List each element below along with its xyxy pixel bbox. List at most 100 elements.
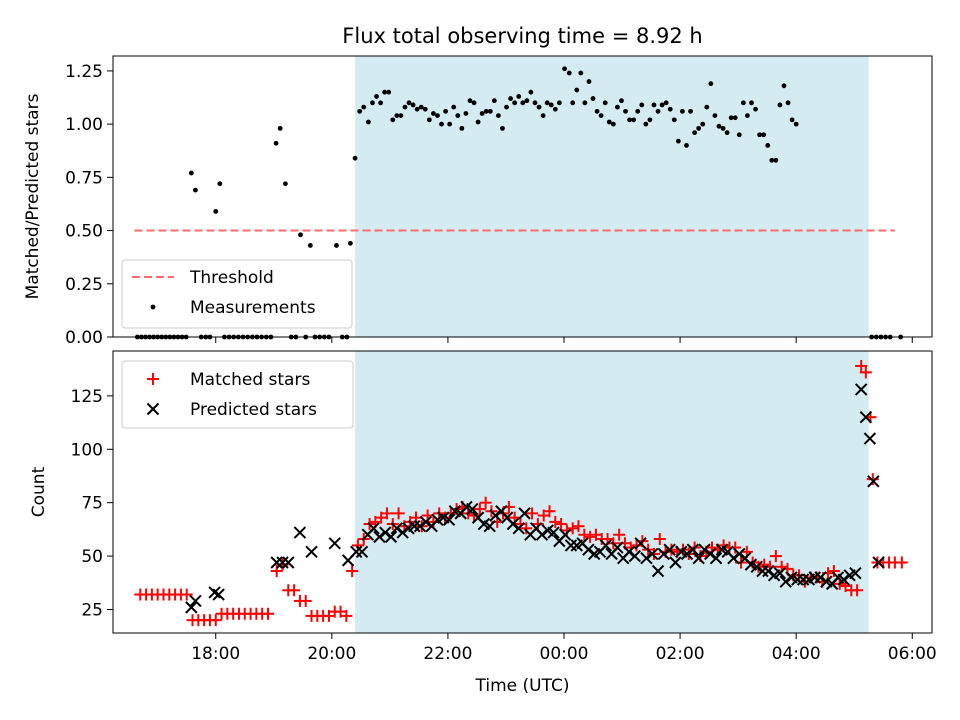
- predicted-point: [791, 573, 804, 586]
- predicted-point: [808, 571, 821, 584]
- measurement-point: [277, 125, 283, 131]
- measurement-point: [463, 111, 469, 116]
- legend-measurements-swatch: [150, 304, 156, 310]
- bottom-x-ticks: 18:00 20:00 22:00 00:00 02:00 04:00 06:00: [191, 633, 937, 664]
- x-tick-label: 02:00: [656, 644, 705, 664]
- measurement-point: [635, 108, 641, 114]
- measurement-point: [439, 121, 444, 127]
- predicted-point: [379, 526, 392, 539]
- measurement-point: [659, 102, 665, 108]
- predicted-point: [680, 547, 694, 561]
- predicted-point: [859, 411, 873, 424]
- predicted-point: [582, 543, 595, 556]
- matched-point: [613, 528, 626, 541]
- measurement-point: [663, 100, 669, 106]
- measurements-points: [134, 66, 904, 340]
- matched-point: [555, 518, 568, 531]
- measurement-point: [631, 117, 637, 123]
- matched-point: [531, 518, 544, 531]
- predicted-point: [837, 573, 850, 586]
- legend-measurements-label: Measurements: [190, 298, 316, 318]
- predicted-point: [867, 475, 880, 488]
- matched-point: [261, 607, 274, 620]
- measurement-point: [475, 119, 481, 125]
- predicted-point: [442, 513, 456, 526]
- measurement-point: [516, 94, 522, 99]
- observing-window-span: [355, 56, 869, 337]
- predicted-point: [628, 549, 642, 563]
- predicted-point: [489, 509, 502, 522]
- measurement-point: [374, 94, 379, 99]
- predicted-point: [779, 575, 792, 588]
- predicted-point: [634, 537, 647, 550]
- predicted-point: [547, 526, 560, 539]
- matched-point: [209, 614, 222, 627]
- matched-point: [584, 530, 597, 543]
- x-tick-label: 00:00: [540, 644, 589, 664]
- measurement-point: [406, 100, 412, 106]
- matched-point: [526, 507, 539, 520]
- measurement-point: [193, 187, 198, 193]
- top-panel: 0.00 0.25 0.50 0.75 1.00 1.25 Matched/Predict…: [23, 24, 933, 348]
- bottom-y-ticks: 25 50 75 100 125: [71, 387, 113, 621]
- measurement-point: [370, 100, 375, 106]
- predicted-point: [512, 522, 525, 535]
- y-tick-label: 25: [81, 601, 103, 621]
- measurement-point: [483, 108, 489, 114]
- measurement-point: [410, 102, 416, 108]
- y-tick-label: 0.25: [65, 275, 103, 295]
- y-tick-label: 75: [81, 494, 103, 514]
- predicted-point: [349, 545, 363, 559]
- measurement-point: [623, 108, 628, 114]
- top-legend-box: [121, 259, 353, 329]
- predicted-point: [640, 552, 653, 565]
- measurement-point: [602, 100, 608, 106]
- measurement-point: [749, 100, 754, 106]
- y-tick-label: 1.25: [65, 62, 103, 82]
- measurement-point: [217, 181, 223, 187]
- measurement-point: [724, 130, 730, 136]
- predicted-point: [704, 547, 717, 561]
- measurement-point: [651, 102, 657, 108]
- predicted-point: [709, 552, 723, 565]
- measurement-point: [536, 104, 542, 110]
- measurement-point: [688, 108, 693, 114]
- measurement-point: [357, 108, 363, 114]
- measurement-point: [394, 113, 400, 119]
- y-tick-label: 125: [71, 387, 103, 407]
- measurement-point: [378, 100, 383, 106]
- predicted-point: [390, 522, 404, 535]
- observing-window-span: [355, 351, 869, 633]
- measurement-point: [548, 102, 554, 108]
- matched-point: [427, 515, 440, 528]
- matched-point: [346, 565, 359, 578]
- predicted-point: [733, 547, 746, 561]
- measurement-point: [753, 106, 758, 112]
- measurement-point: [700, 121, 706, 127]
- predicted-point: [854, 383, 868, 396]
- measurement-point: [728, 115, 734, 121]
- x-tick-label: 06:00: [888, 644, 937, 664]
- matched-point: [299, 594, 312, 607]
- measurement-point: [570, 100, 576, 106]
- measurement-point: [578, 70, 584, 76]
- matched-point: [392, 507, 405, 520]
- predicted-point: [413, 519, 427, 533]
- matched-point: [288, 584, 301, 597]
- measurement-point: [704, 104, 710, 110]
- measurement-point: [777, 102, 783, 108]
- y-tick-label: 0.75: [65, 168, 103, 188]
- predicted-point: [305, 545, 318, 559]
- matched-point: [769, 550, 782, 563]
- measurement-point: [757, 132, 763, 138]
- measurement-point: [745, 113, 750, 119]
- measurement-point: [508, 96, 514, 101]
- legend-threshold-label: Threshold: [189, 268, 274, 288]
- bottom-y-axis-label: Count: [29, 466, 49, 517]
- measurement-point: [606, 119, 612, 125]
- measurement-point: [615, 104, 620, 110]
- x-tick-label: 18:00: [191, 644, 240, 664]
- x-tick-label: 22:00: [423, 644, 472, 664]
- predicted-point: [611, 541, 624, 554]
